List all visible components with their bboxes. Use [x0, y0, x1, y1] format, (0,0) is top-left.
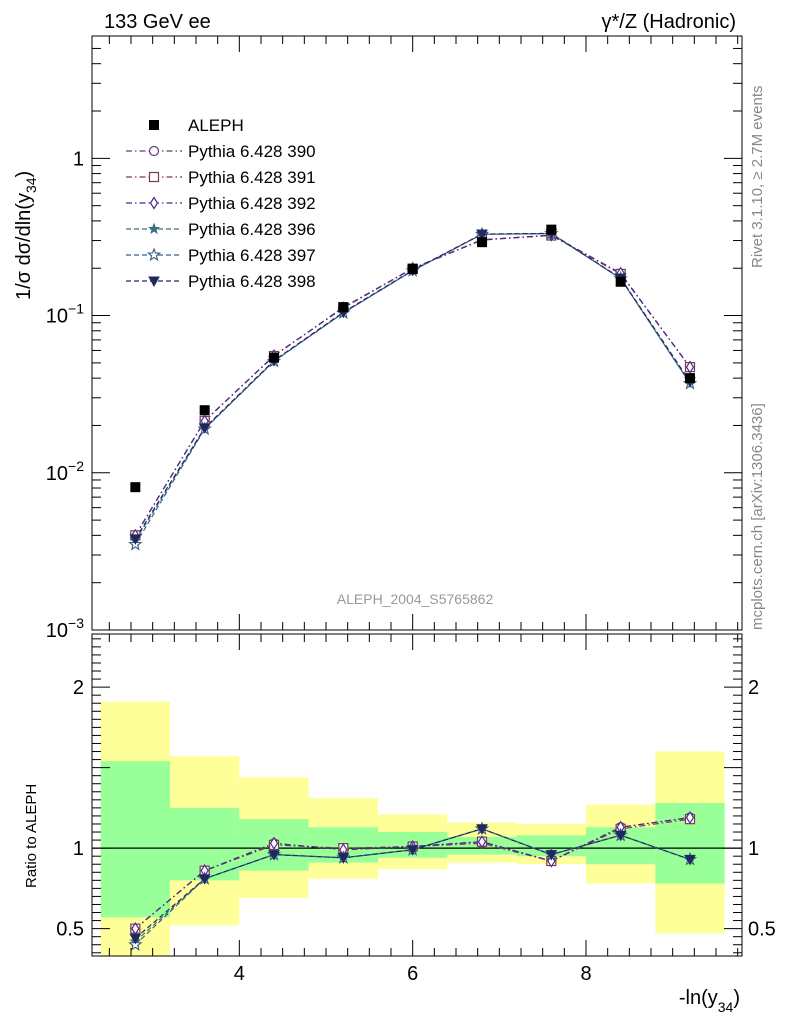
main-y-tick-label: 10−2 — [46, 458, 84, 485]
ratio-series-point — [268, 850, 280, 861]
ratio-series-point — [406, 845, 419, 856]
legend-marker — [148, 171, 160, 183]
legend-label: Pythia 6.428 390 — [188, 142, 316, 161]
legend-marker — [146, 247, 162, 262]
ratio-series-point — [477, 835, 487, 849]
legend-label: Pythia 6.428 392 — [188, 194, 316, 213]
ratio-series-point — [614, 830, 627, 842]
ratio-band-inner — [100, 761, 170, 918]
ratio-series-line — [134, 816, 691, 930]
ratio-y-axis-label: Ratio to ALEPH — [23, 784, 40, 888]
data-point — [477, 237, 487, 248]
ratio-y-tick-label-right: 2 — [748, 677, 759, 699]
x-axis-label: -ln(y34) — [679, 987, 740, 1015]
legend: ALEPH Pythia 6.428 390 Pythia 6.428 391 Pyt… — [126, 116, 316, 291]
analysis-watermark: ALEPH_2004_S5765862 — [337, 591, 494, 607]
ratio-y-tick-label: 0.5 — [56, 919, 84, 941]
ratio-y-tick-label: 1 — [73, 838, 84, 860]
ratio-series-point — [476, 824, 488, 835]
legend-label: Pythia 6.428 398 — [188, 272, 316, 291]
main-series-point — [198, 423, 211, 434]
main-series-point — [476, 229, 488, 241]
data-point — [546, 224, 557, 235]
x-tick-label: 8 — [580, 963, 591, 985]
legend-marker — [148, 276, 160, 288]
legend-marker-data — [149, 120, 159, 130]
legend-label: Pythia 6.428 391 — [188, 168, 316, 187]
main-plot-frame — [91, 35, 743, 631]
mcplots-label: mcplots.cern.ch [arXiv:1306.3436] — [749, 403, 766, 630]
data-point — [130, 482, 141, 493]
data-point — [407, 263, 418, 274]
legend-marker — [147, 222, 161, 235]
data-point — [615, 276, 626, 287]
legend-label-data: ALEPH — [188, 116, 244, 135]
main-series-point — [685, 360, 695, 374]
data-point — [685, 373, 695, 384]
ratio-series-line — [134, 818, 691, 930]
data-point — [338, 302, 349, 313]
legend-marker — [149, 196, 159, 210]
energy-title: 133 GeV ee — [104, 11, 211, 33]
legend-label: Pythia 6.428 397 — [188, 246, 316, 265]
main-y-tick-label: 10−3 — [46, 615, 84, 642]
ratio-y-tick-label-right: 0.5 — [748, 919, 776, 941]
ratio-plot-frame — [91, 633, 743, 957]
main-y-axis-label: 1/σ dσ/dln(y34) — [13, 171, 39, 300]
ratio-series-point — [198, 874, 211, 885]
ratio-y-tick-label-right: 1 — [748, 838, 759, 860]
ratio-band-inner — [516, 835, 586, 857]
ratio-series-point — [685, 810, 695, 825]
ratio-series-point — [684, 854, 696, 866]
ratio-plot: 4 6 8 0.5 0.5 1 1 2 2 — [56, 633, 776, 985]
x-tick-label: 6 — [407, 963, 418, 985]
main-y-tick-label: 1 — [73, 148, 84, 170]
data-point — [199, 405, 210, 416]
ratio-series-point — [545, 850, 558, 861]
legend-marker — [148, 145, 160, 157]
main-y-tick-label: 10−1 — [46, 301, 84, 328]
process-title: γ*/Z (Hadronic) — [602, 11, 736, 33]
ratio-series-point — [129, 933, 142, 945]
main-plot: 10−3 10−2 10−1 1 — [46, 35, 743, 642]
main-series-point — [129, 534, 142, 545]
rivet-label: Rivet 3.1.10, ≥ 2.7M events — [749, 86, 766, 269]
legend-label: Pythia 6.428 396 — [188, 220, 316, 239]
x-tick-label: 4 — [234, 963, 245, 985]
ratio-y-tick-label: 2 — [73, 677, 84, 699]
data-point — [269, 352, 279, 363]
ratio-series-point — [337, 853, 350, 864]
